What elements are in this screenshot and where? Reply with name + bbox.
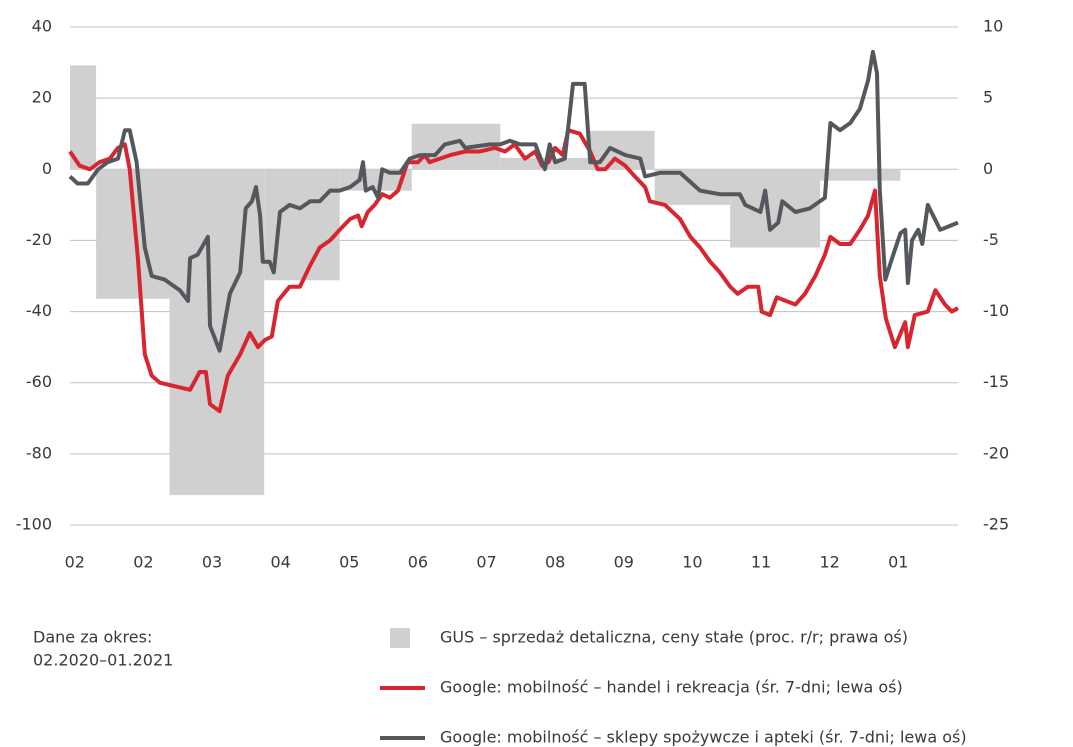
y2-tick-label: -15	[983, 372, 1009, 391]
note-line: Dane za okres:	[33, 628, 152, 647]
y-tick-label: -100	[16, 515, 52, 534]
y-tick-label: -20	[26, 230, 52, 249]
x-tick-label: 02	[65, 553, 85, 572]
legend-label: Google: mobilność – sklepy spożywcze i a…	[440, 728, 967, 747]
y2-tick-label: -20	[983, 443, 1009, 462]
line	[68, 49, 959, 353]
y2-tick-label: 10	[983, 17, 1003, 36]
x-tick-label: 09	[614, 553, 634, 572]
x-tick-label: 03	[202, 553, 222, 572]
x-tick-label: 01	[888, 553, 908, 572]
note-line: 02.2020–01.2021	[33, 651, 173, 670]
y-tick-label: 20	[32, 88, 52, 107]
y2-tick-label: -5	[983, 230, 999, 249]
x-tick-label: 06	[408, 553, 428, 572]
x-tick-label: 10	[682, 553, 702, 572]
bar	[820, 169, 901, 181]
y-tick-label: -40	[26, 301, 52, 320]
x-tick-label: 12	[819, 553, 839, 572]
legend-label: Google: mobilność – handel i rekreacja (…	[440, 678, 903, 697]
legend-swatch	[390, 628, 410, 648]
y-tick-label: -60	[26, 372, 52, 391]
x-tick-label: 11	[751, 553, 771, 572]
y2-tick-label: 0	[983, 159, 993, 178]
y-tick-label: -80	[26, 443, 52, 462]
line	[68, 128, 960, 414]
x-tick-label: 02	[133, 553, 153, 572]
x-tick-label: 04	[270, 553, 290, 572]
bar	[70, 65, 97, 170]
y2-tick-label: -10	[983, 301, 1009, 320]
x-tick-label: 08	[545, 553, 565, 572]
y-tick-label: 40	[32, 17, 52, 36]
x-tick-label: 07	[476, 553, 496, 572]
y-tick-label: 0	[42, 159, 52, 178]
y2-tick-label: 5	[983, 88, 993, 107]
bar	[654, 169, 731, 205]
y2-tick-label: -25	[983, 515, 1009, 534]
legend-label: GUS – sprzedaż detaliczna, ceny stałe (p…	[440, 628, 908, 647]
x-tick-label: 05	[339, 553, 359, 572]
